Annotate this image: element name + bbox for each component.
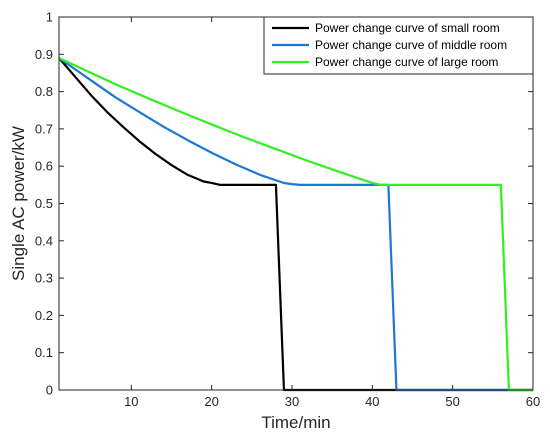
axis-ticks: 10 20 30 40 50 60 0 0.1 0.2 0.3 0.4 0.5 0.6 0.7 0.8 0.9…	[35, 10, 540, 410]
series-line-1	[58, 57, 533, 392]
y-axis-title: Single AC power/kW	[9, 126, 28, 281]
y-tick-label: 0.8	[35, 84, 53, 99]
y-tick-label: 0.2	[35, 308, 53, 323]
x-tick-label: 50	[445, 394, 459, 409]
legend-label-1: Power change curve of small room	[315, 21, 500, 35]
y-tick-label: 1	[46, 10, 53, 25]
legend-label-3: Power change curve of large room	[315, 55, 498, 69]
y-tick-label: 0.3	[35, 271, 53, 286]
x-tick-label: 40	[365, 394, 379, 409]
series-line-3	[58, 57, 533, 392]
y-tick-label: 0.9	[35, 47, 53, 62]
y-tick-label: 0.5	[35, 196, 53, 211]
y-tick-label: 0.6	[35, 159, 53, 174]
x-tick-label: 10	[124, 394, 138, 409]
legend-items: Power change curve of small room Power ch…	[272, 21, 507, 69]
y-tick-label: 0	[46, 383, 53, 398]
x-axis-title: Time/min	[261, 413, 330, 432]
legend: Power change curve of small room Power ch…	[263, 16, 534, 75]
y-tick-label: 0.1	[35, 345, 53, 360]
legend-box	[263, 16, 534, 75]
legend-label-2: Power change curve of middle room	[315, 38, 507, 52]
series-layer	[58, 57, 533, 392]
x-tick-label: 20	[204, 394, 218, 409]
x-tick-label: 60	[526, 394, 540, 409]
y-tick-label: 0.4	[35, 233, 53, 248]
series-line-2	[58, 57, 533, 392]
x-tick-label: 30	[285, 394, 299, 409]
y-tick-label: 0.7	[35, 121, 53, 136]
plot-area	[59, 17, 533, 390]
